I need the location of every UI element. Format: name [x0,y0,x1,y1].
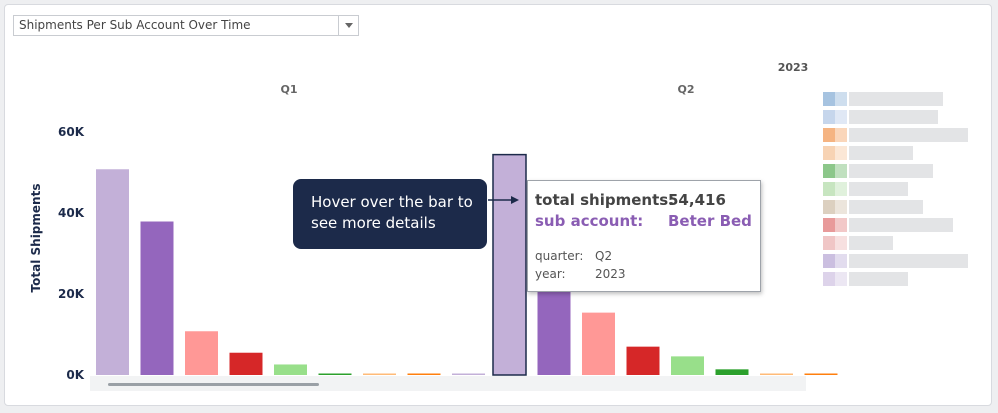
tooltip-total-value: 54,416 [668,191,726,209]
legend-swatch-shade-7 [835,218,847,232]
legend-entry-redacted-2 [849,128,968,142]
legend-entry-redacted-8 [849,236,893,250]
legend-entry-redacted-3 [849,146,913,160]
legend-swatch-1 [823,110,835,124]
tooltip-year-value: 2023 [595,267,626,281]
legend-swatch-5 [823,182,835,196]
tooltip-sub-account-label: sub account: [535,212,644,230]
bar-q2-3 [626,346,660,375]
legend-entry-redacted-6 [849,200,923,214]
y-tick-label-3: 60K [58,125,85,139]
legend-swatch-shade-1 [835,110,847,124]
bar-q2-4 [671,356,704,375]
bar-q1-0 [96,169,129,375]
legend-entry-redacted-5 [849,182,908,196]
legend-swatch-shade-10 [835,272,847,286]
bar-q1-8 [452,373,485,375]
tooltip-total-label: total shipments: [535,191,675,209]
legend-swatch-shade-9 [835,254,847,268]
legend-swatch-7 [823,218,835,232]
legend-swatch-9 [823,254,835,268]
hover-hint-callout: Hover over the bar to see more details [293,179,487,249]
bar-q1-7 [407,373,441,375]
bar-q2-7 [804,373,838,375]
tooltip-year-label: year: [535,267,566,281]
year-label: 2023 [778,61,809,74]
legend-swatch-shade-3 [835,146,847,160]
tooltip-quarter-label: quarter: [535,249,584,263]
bar-q1-3 [229,352,263,375]
bar-q2-1 [537,287,571,375]
legend-entry-redacted-7 [849,218,953,232]
y-tick-label-0: 0K [66,368,84,382]
callout-arrow-head [511,196,519,204]
legend-swatch-3 [823,146,835,160]
legend-entry-redacted-9 [849,254,968,268]
bar-tooltip: total shipments: 54,416 sub account: Bet… [527,180,761,292]
y-tick-label-2: 40K [58,206,85,220]
legend-swatch-10 [823,272,835,286]
legend-swatch-0 [823,92,835,106]
hover-hint-text: Hover over the bar to see more details [311,193,473,232]
bar-q2-2 [582,312,615,375]
legend-swatch-shade-4 [835,164,847,178]
legend-entry-redacted-0 [849,92,943,106]
legend-swatch-2 [823,128,835,142]
horizontal-scrollbar-thumb[interactable] [108,383,319,386]
quarter-label-q1: Q1 [280,83,297,96]
bar-q1-4 [274,364,307,375]
quarter-label-q2: Q2 [677,83,694,96]
tooltip-quarter-value: Q2 [595,249,613,263]
legend-swatch-shade-6 [835,200,847,214]
horizontal-scroll-track[interactable] [90,376,806,391]
legend-swatch-6 [823,200,835,214]
legend-swatch-shade-0 [835,92,847,106]
chart-legend [823,90,973,305]
y-tick-label-1: 20K [58,287,85,301]
legend-entry-redacted-10 [849,272,908,286]
bar-q1-1 [140,221,174,375]
tooltip-sub-account-value: Beter Bed [668,212,752,230]
legend-entry-redacted-4 [849,164,933,178]
bar-q2-0 [492,153,527,376]
bar-q2-5 [715,369,749,375]
bar-q1-6 [363,373,396,375]
legend-entry-redacted-1 [849,110,938,124]
legend-swatch-shade-8 [835,236,847,250]
legend-swatch-4 [823,164,835,178]
bar-q1-2 [185,331,218,375]
legend-swatch-shade-2 [835,128,847,142]
chevron-down-icon[interactable] [338,16,358,35]
bar-q2-6 [760,373,793,375]
y-axis-label: Total Shipments [29,184,43,293]
chart-selector-dropdown[interactable]: Shipments Per Sub Account Over Time [13,15,359,36]
legend-swatch-8 [823,236,835,250]
bar-q1-5 [318,373,352,375]
chart-selector-value: Shipments Per Sub Account Over Time [19,18,251,32]
legend-swatch-shade-5 [835,182,847,196]
